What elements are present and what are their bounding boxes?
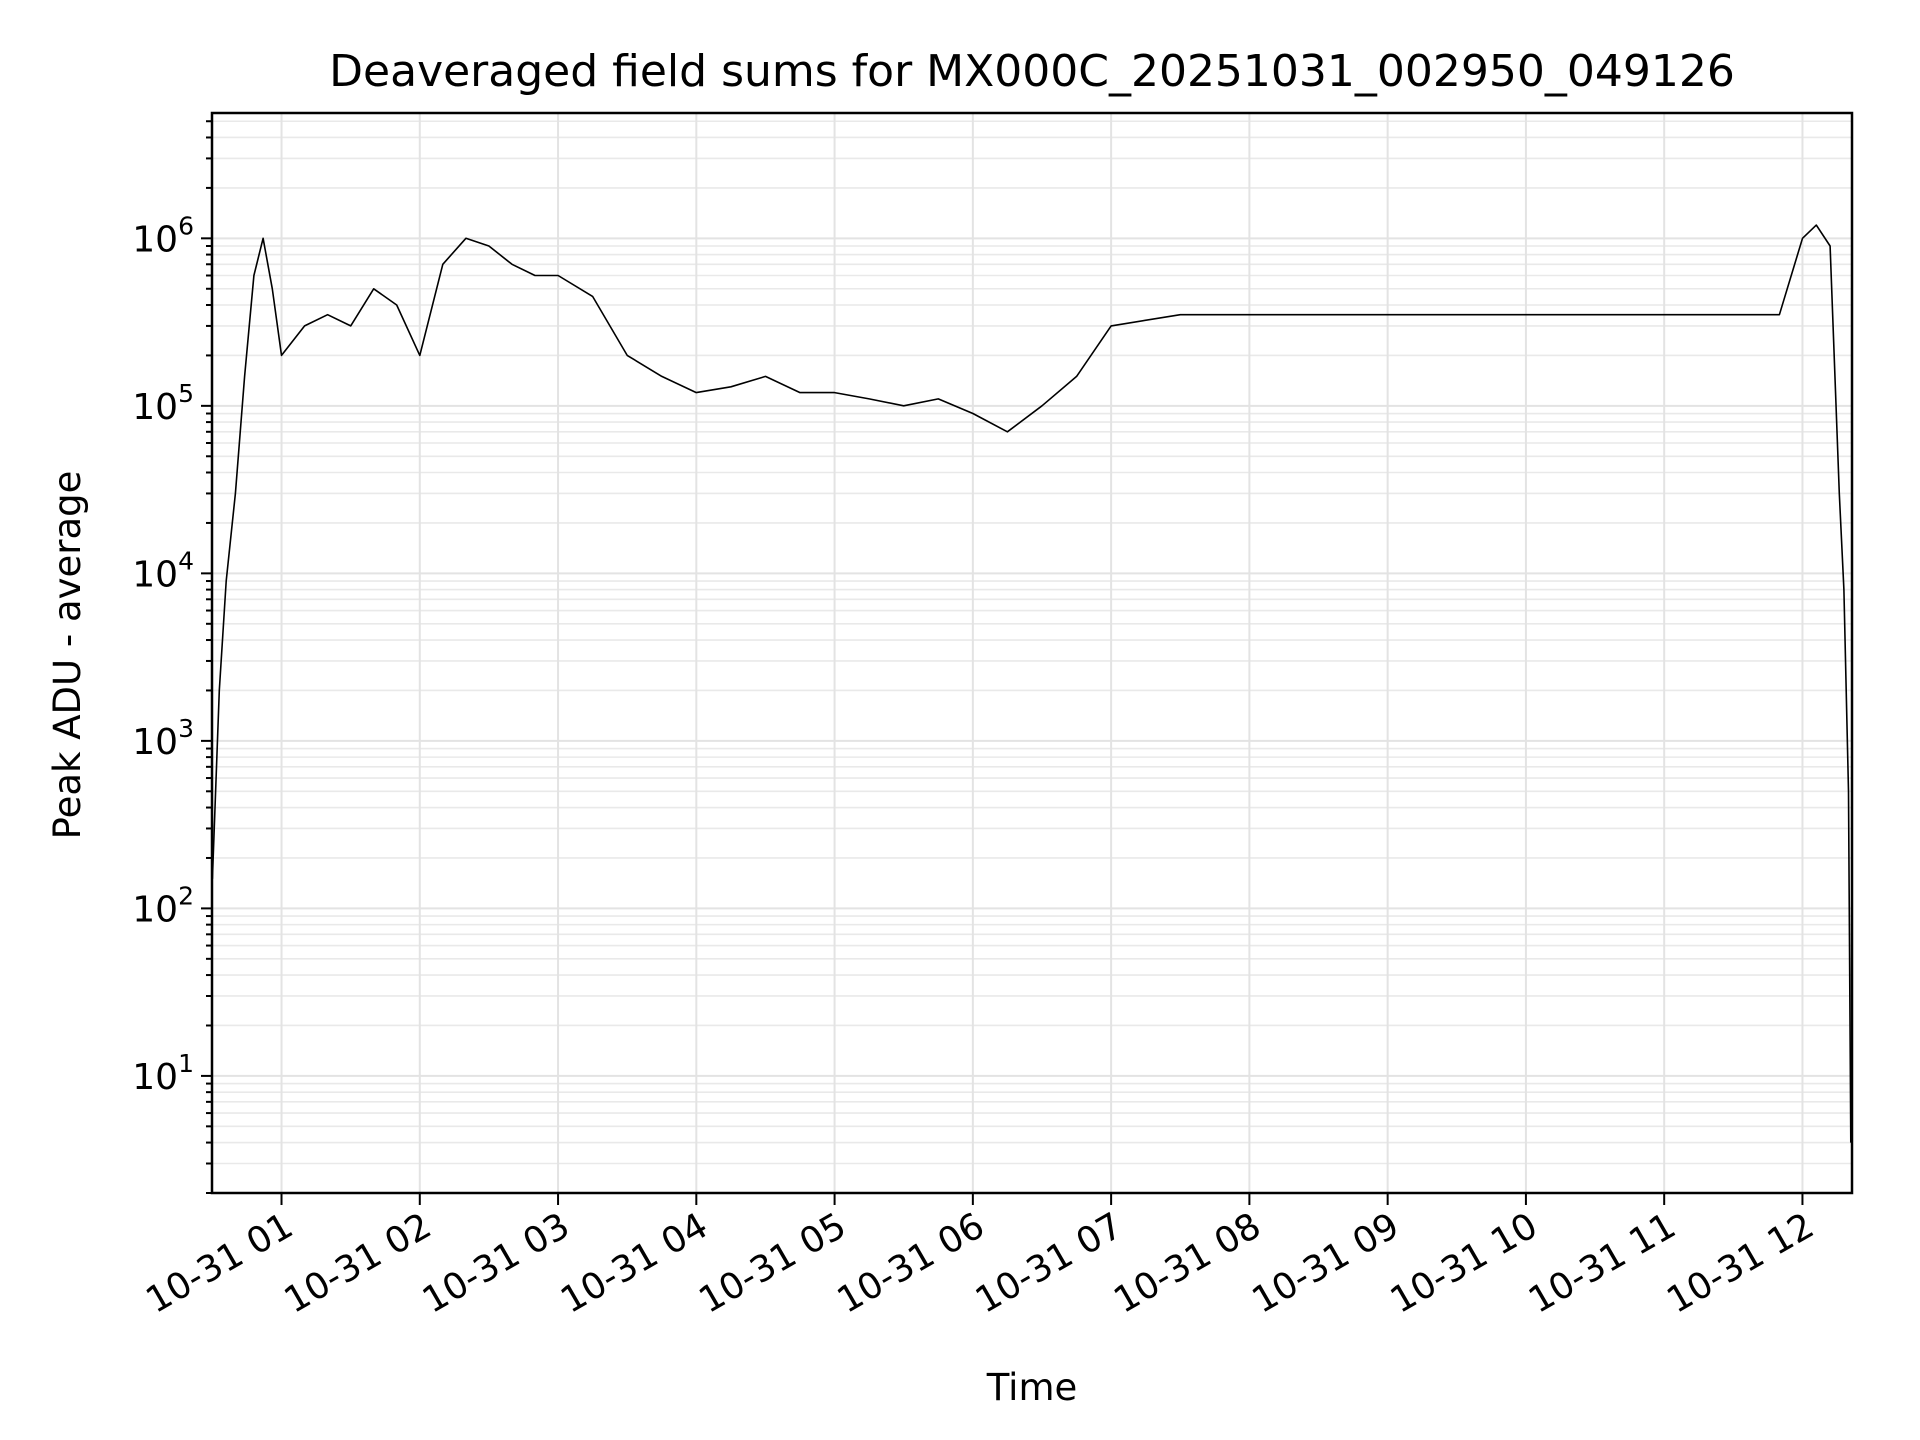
y-tick-label: 105 <box>132 379 194 428</box>
y-axis-label: Peak ADU - average <box>46 471 89 840</box>
y-tick-label: 102 <box>132 881 194 930</box>
series-line <box>211 224 1852 1143</box>
chart-title: Deaveraged field sums for MX000C_2025103… <box>329 46 1735 97</box>
y-tick-label: 106 <box>132 211 194 260</box>
plot-frame <box>210 111 1854 1195</box>
y-tick-label: 103 <box>132 714 194 763</box>
y-tick-label: 104 <box>132 546 194 595</box>
grid <box>212 113 1852 1194</box>
x-axis-label: Time <box>986 1366 1078 1409</box>
plot-area <box>211 224 1852 1143</box>
y-tick-label: 101 <box>132 1049 194 1098</box>
